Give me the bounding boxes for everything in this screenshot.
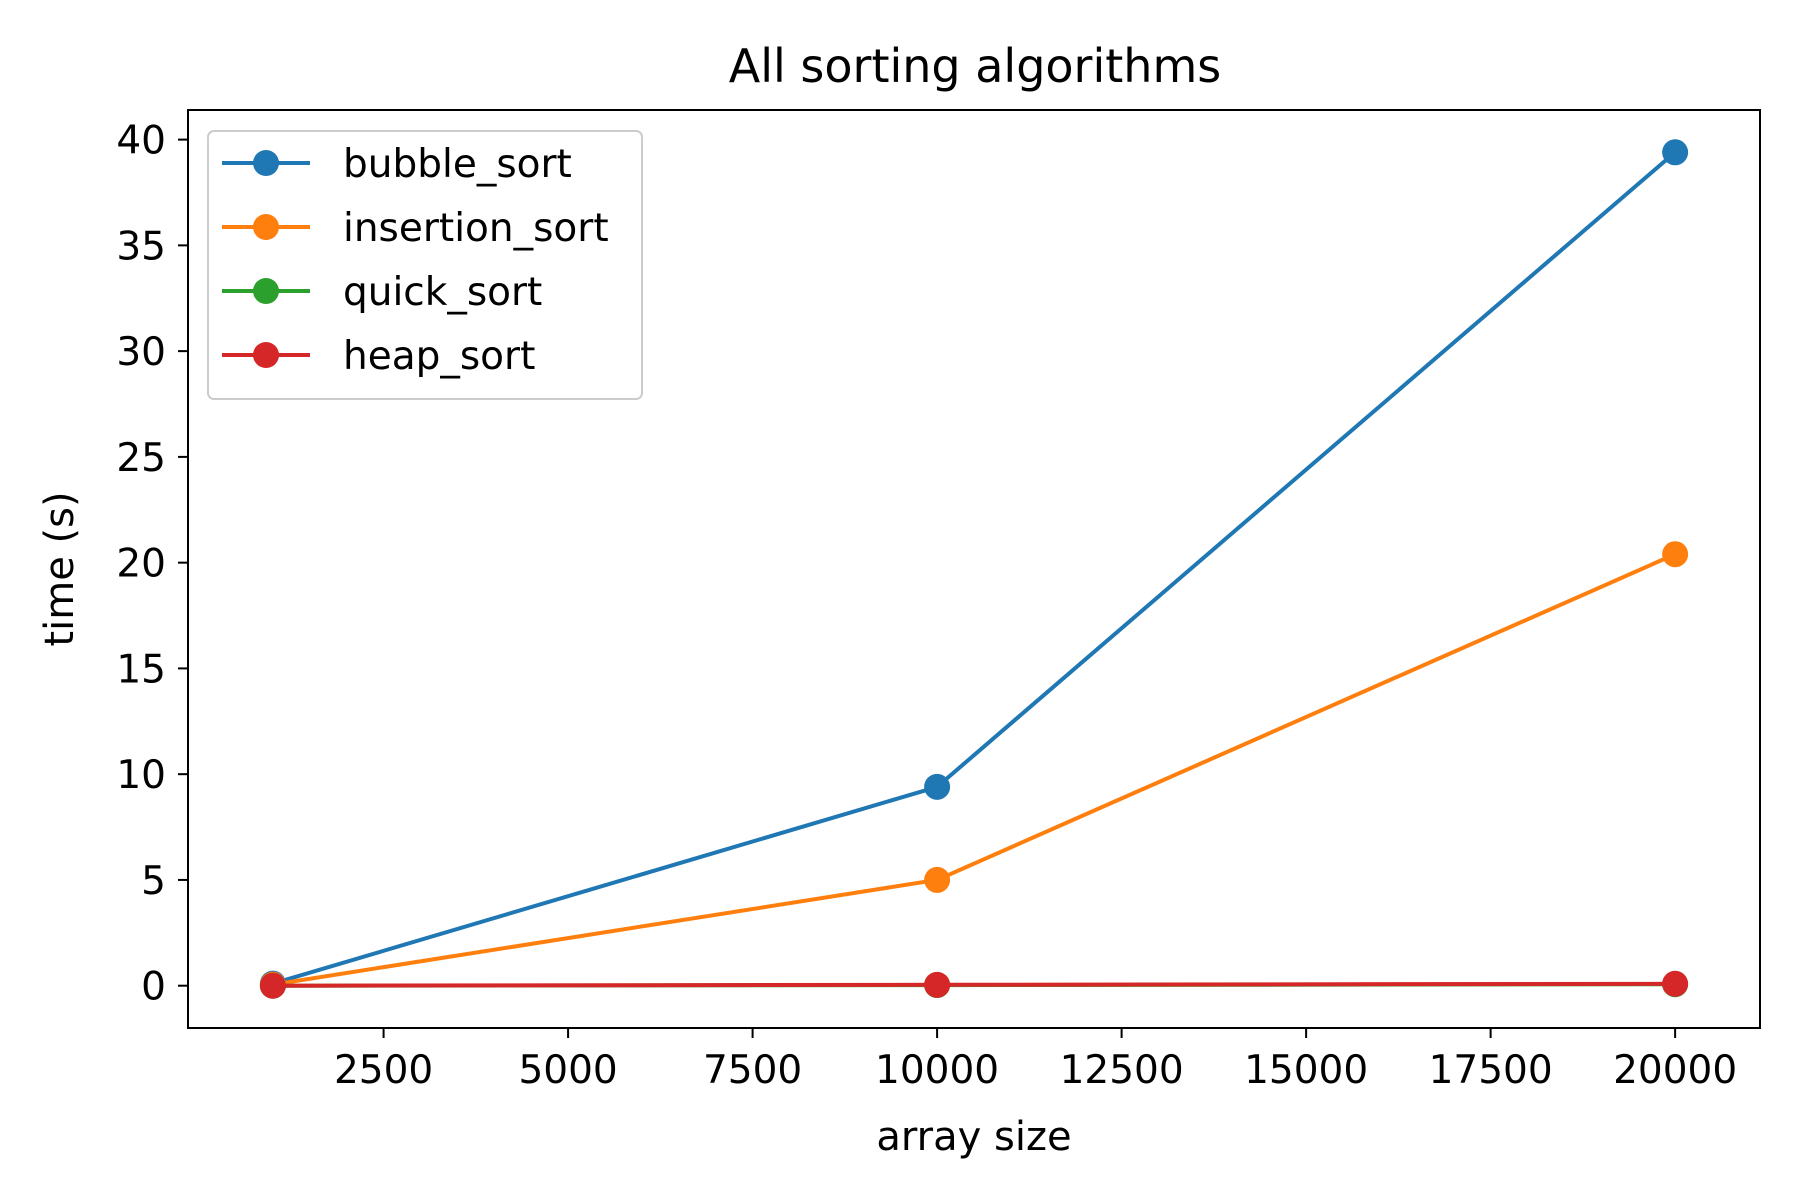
- data-point: [1662, 541, 1689, 568]
- legend-box: [207, 130, 643, 400]
- x-tick-label: 7500: [703, 1048, 802, 1093]
- x-axis-label: array size: [876, 1114, 1071, 1160]
- x-tick-label: 5000: [518, 1048, 617, 1093]
- series-layer: [259, 139, 1689, 999]
- legend-item-insertion_sort: insertion_sort: [222, 206, 609, 251]
- y-tick-label: 15: [116, 647, 166, 692]
- data-point: [924, 773, 951, 800]
- legend-label: insertion_sort: [343, 206, 609, 251]
- plot-frame: [187, 109, 1761, 1029]
- x-tick-label: 10000: [875, 1048, 999, 1093]
- y-tick-label: 25: [116, 436, 166, 481]
- y-tick-label: 0: [141, 965, 166, 1010]
- y-axis: 0 5 10 15 20 25 30 35 40: [116, 119, 188, 1010]
- x-tick-label: 15000: [1244, 1048, 1368, 1093]
- legend-marker-swatch: [253, 278, 279, 304]
- legend-marker-swatch: [253, 150, 279, 176]
- y-tick-label: 35: [116, 224, 166, 269]
- data-point: [924, 866, 951, 893]
- chart-title: All sorting algorithms: [729, 39, 1221, 93]
- series-heap_sort: [259, 970, 1689, 999]
- x-axis: 2500 5000 7500 10000 12500 15000 17500 20000: [334, 1028, 1737, 1093]
- legend-label: heap_sort: [343, 334, 535, 379]
- data-point: [1662, 970, 1689, 997]
- legend-marker-swatch: [253, 214, 279, 240]
- legend-item-bubble_sort: bubble_sort: [222, 142, 572, 187]
- series-insertion_sort: [259, 541, 1689, 998]
- y-tick-label: 5: [141, 859, 166, 904]
- y-tick-label: 30: [116, 330, 166, 375]
- legend-marker-swatch: [253, 342, 279, 368]
- y-tick-label: 40: [116, 119, 166, 164]
- y-tick-label: 20: [116, 542, 166, 587]
- y-axis-label: time (s): [37, 491, 83, 646]
- legend-item-quick_sort: quick_sort: [222, 270, 542, 315]
- legend-label: bubble_sort: [343, 142, 572, 187]
- x-tick-label: 2500: [334, 1048, 433, 1093]
- data-point: [1662, 139, 1689, 166]
- series-line: [272, 981, 1676, 988]
- x-tick-label: 20000: [1613, 1048, 1737, 1093]
- legend-item-heap_sort: heap_sort: [222, 334, 535, 379]
- legend: bubble_sort insertion_sort quick_sort heap_…: [207, 130, 643, 400]
- data-point: [259, 972, 286, 999]
- x-tick-label: 17500: [1429, 1048, 1553, 1093]
- x-tick-label: 12500: [1060, 1048, 1184, 1093]
- data-point: [924, 971, 951, 998]
- y-tick-label: 10: [116, 753, 166, 798]
- legend-label: quick_sort: [343, 270, 542, 315]
